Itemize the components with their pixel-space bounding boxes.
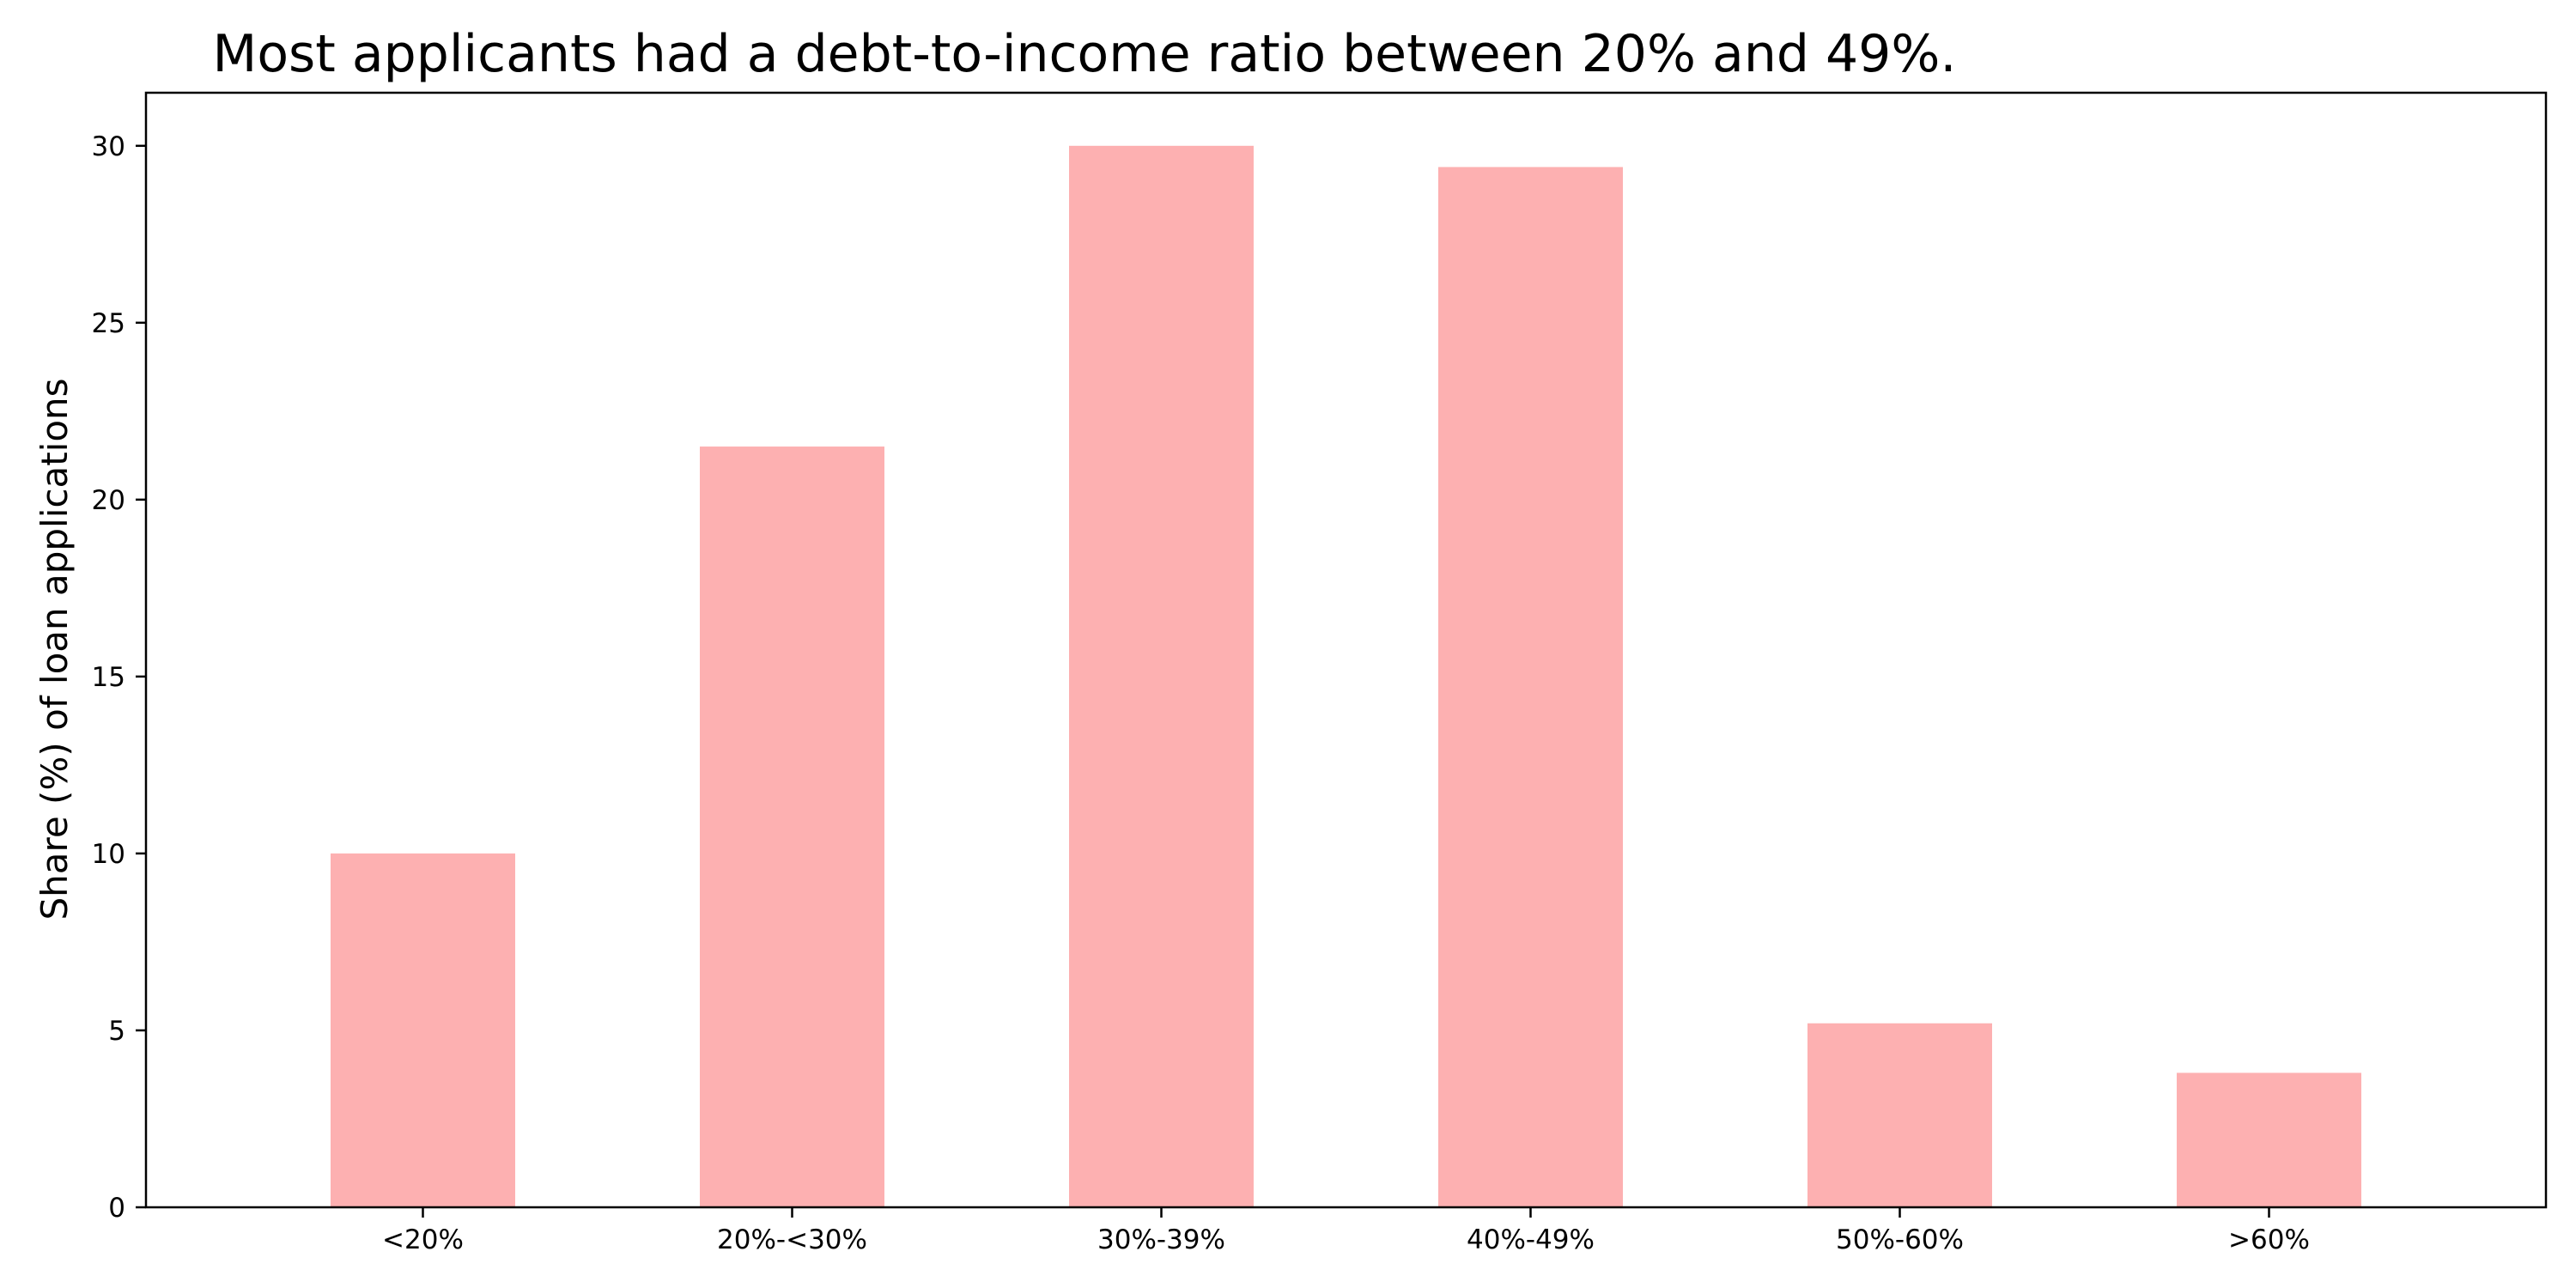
bar-3 [1438, 167, 1623, 1207]
bar-4 [1807, 1023, 1992, 1207]
x-axis-ticks: <20% 20%-<30% 30%-39% 40%-49% 50%-60% >60% [382, 1207, 2310, 1255]
y-tick-label: 0 [108, 1193, 125, 1224]
x-tick-label: >60% [2228, 1224, 2310, 1255]
y-axis-label: Share (%) of loan applications [33, 378, 76, 920]
x-tick-label: <20% [382, 1224, 464, 1255]
bars [331, 145, 2361, 1207]
y-tick-label: 30 [92, 131, 125, 162]
y-tick-label: 25 [92, 308, 125, 339]
x-tick-label: 30%-39% [1097, 1224, 1225, 1255]
plot-area-frame [144, 91, 2548, 1209]
bar-5 [2177, 1072, 2361, 1207]
chart-title: Most applicants had a debt-to-income rat… [213, 24, 1957, 84]
bar-2 [1069, 145, 1254, 1207]
y-axis-ticks: 0 5 10 15 20 25 30 [92, 131, 146, 1224]
x-tick-label: 40%-49% [1467, 1224, 1595, 1255]
y-tick-label: 20 [92, 485, 125, 516]
x-tick-label: 20%-<30% [717, 1224, 867, 1255]
bar-0 [331, 853, 515, 1207]
x-tick-label: 50%-60% [1836, 1224, 1964, 1255]
y-tick-label: 5 [108, 1016, 125, 1047]
y-tick-label: 15 [92, 662, 125, 693]
y-tick-label: 10 [92, 839, 125, 870]
bar-1 [700, 447, 884, 1207]
